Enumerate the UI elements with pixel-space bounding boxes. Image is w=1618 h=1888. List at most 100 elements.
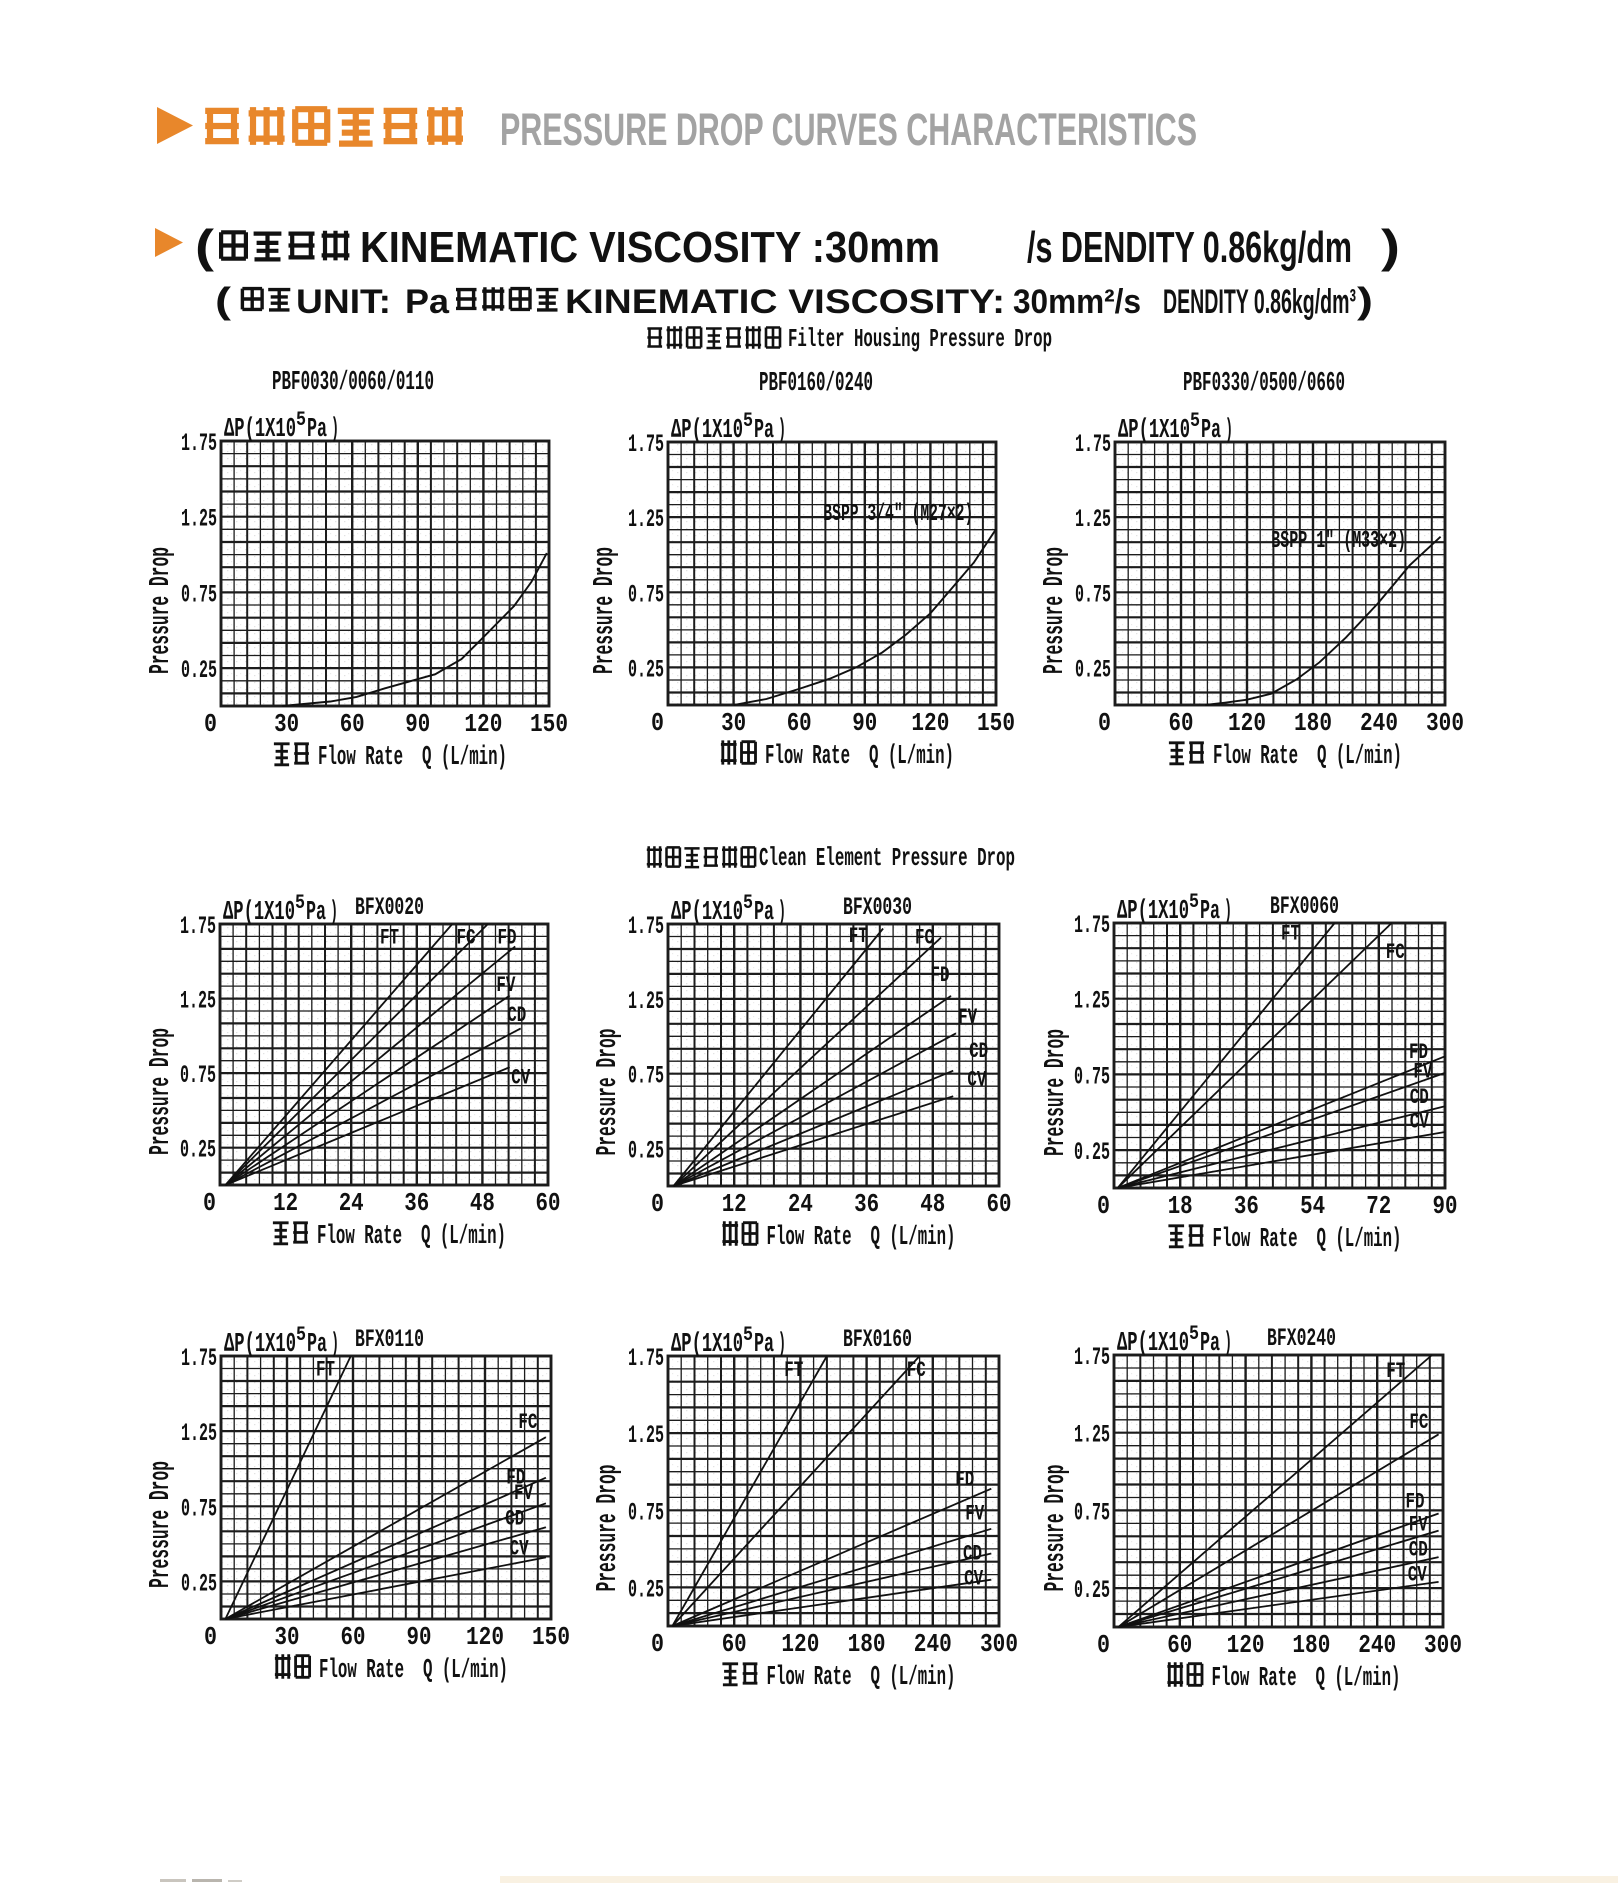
svg-text:1.75: 1.75 [628,912,664,941]
svg-text:FT: FT [380,925,399,950]
svg-text:1.25: 1.25 [181,505,217,534]
svg-text:180: 180 [1294,708,1332,738]
svg-text:): ) [331,415,339,445]
svg-text:0.75: 0.75 [628,1498,664,1527]
svg-text:36: 36 [404,1188,429,1218]
svg-text:1.25: 1.25 [628,987,664,1016]
svg-text:ΔP(1X10: ΔP(1X10 [671,416,743,446]
svg-text:FD: FD [955,1468,974,1493]
svg-text:Pa: Pa [1201,416,1221,446]
svg-text:150: 150 [977,708,1015,738]
svg-text:ΔP(1X10: ΔP(1X10 [1117,1329,1189,1359]
svg-text:PBF0160/0240: PBF0160/0240 [759,369,873,399]
svg-text:0.75: 0.75 [180,1061,216,1090]
svg-text:60: 60 [1167,1630,1192,1660]
svg-text:Flow Rate Q (L/min): Flow Rate Q (L/min) [1212,1664,1401,1694]
svg-text:300: 300 [980,1629,1018,1659]
svg-text:0: 0 [1097,1191,1110,1221]
svg-text:ΔP(1X10: ΔP(1X10 [1117,897,1189,927]
svg-text:FV: FV [1409,1513,1429,1538]
svg-text:120: 120 [911,708,949,738]
svg-text:300: 300 [1426,708,1464,738]
svg-text:0: 0 [651,1629,664,1659]
svg-text:240: 240 [1358,1630,1396,1660]
svg-text:240: 240 [914,1629,952,1659]
svg-text:): ) [778,898,786,928]
svg-text:Pa: Pa [307,415,327,445]
svg-text:Pressure Drop: Pressure Drop [144,1461,177,1588]
svg-text:CD: CD [1409,1538,1428,1563]
svg-text:Pa: Pa [754,1330,774,1360]
svg-text:BFX0160: BFX0160 [843,1325,912,1354]
svg-text:Flow Rate Q (L/min): Flow Rate Q (L/min) [1213,742,1402,772]
svg-text:Pressure Drop: Pressure Drop [588,547,621,674]
svg-text:5: 5 [1190,410,1200,433]
svg-text:Pa: Pa [754,416,774,446]
svg-text:0.25: 0.25 [1075,655,1111,684]
svg-text:30: 30 [721,708,746,738]
svg-text:90: 90 [407,1622,432,1652]
svg-text:FT: FT [1386,1359,1405,1384]
svg-text:180: 180 [1292,1630,1330,1660]
svg-text:FD: FD [931,963,950,988]
svg-text:CD: CD [1410,1085,1429,1110]
svg-text:FC: FC [518,1410,537,1435]
svg-text:90: 90 [1433,1191,1458,1221]
svg-text:120: 120 [781,1629,819,1659]
svg-text:0: 0 [1098,708,1111,738]
svg-text:FC: FC [907,1358,926,1383]
svg-text:0.75: 0.75 [1075,580,1111,609]
svg-text:1.75: 1.75 [181,429,217,458]
svg-text:PBF0030/0060/0110: PBF0030/0060/0110 [272,368,434,398]
svg-text:72: 72 [1366,1191,1391,1221]
svg-text:5: 5 [743,410,753,433]
svg-text:FC: FC [457,925,476,950]
svg-text:48: 48 [920,1189,945,1219]
svg-text:0.25: 0.25 [181,656,217,685]
svg-text:5: 5 [743,1324,753,1347]
svg-text:1.75: 1.75 [180,912,216,941]
svg-text:FT: FT [316,1358,335,1383]
svg-text:24: 24 [788,1189,813,1219]
svg-text:): ) [330,898,338,928]
svg-text:0: 0 [204,709,217,739]
svg-text:FT: FT [784,1358,803,1383]
svg-text:0.75: 0.75 [628,1062,664,1091]
svg-text:30: 30 [274,709,299,739]
svg-text:54: 54 [1300,1191,1325,1221]
svg-text:CD: CD [505,1506,524,1531]
svg-text:FD: FD [498,925,517,950]
svg-text:(: ( [215,280,231,321]
svg-text:CD: CD [963,1542,982,1567]
svg-text:FC: FC [915,926,934,951]
svg-text:90: 90 [852,708,877,738]
svg-text:0.25: 0.25 [628,1137,664,1166]
svg-text:Flow Rate Q (L/min): Flow Rate Q (L/min) [765,742,954,772]
svg-text:36: 36 [1234,1191,1259,1221]
svg-text:Pressure Drop: Pressure Drop [591,1029,624,1156]
svg-text:5: 5 [743,892,753,915]
svg-text:ΔP(1X10: ΔP(1X10 [224,415,296,445]
svg-text:Flow Rate Q (L/min): Flow Rate Q (L/min) [767,1223,956,1253]
svg-text:): ) [778,1330,786,1360]
svg-text:FV: FV [958,1005,978,1030]
svg-text:CV: CV [967,1068,987,1093]
svg-text:): ) [1224,1329,1232,1359]
svg-text:1.25: 1.25 [1074,1421,1110,1450]
svg-text:1.75: 1.75 [628,1344,664,1373]
svg-text:CV: CV [964,1566,984,1591]
svg-text:1.75: 1.75 [628,430,664,459]
svg-text:): ) [1224,897,1232,927]
svg-text:Flow Rate Q (L/min): Flow Rate Q (L/min) [317,1222,506,1252]
svg-text:0.75: 0.75 [181,580,217,609]
svg-text:60: 60 [987,1189,1012,1219]
svg-text:90: 90 [405,709,430,739]
svg-text:Pressure Drop: Pressure Drop [144,1028,177,1155]
svg-text:0: 0 [651,1189,664,1219]
svg-text:0.25: 0.25 [628,655,664,684]
svg-text:0: 0 [1097,1630,1110,1660]
svg-text:36: 36 [854,1189,879,1219]
svg-text:CV: CV [1408,1562,1428,1587]
svg-text:FD: FD [1409,1040,1428,1065]
svg-text:1.25: 1.25 [181,1419,217,1448]
